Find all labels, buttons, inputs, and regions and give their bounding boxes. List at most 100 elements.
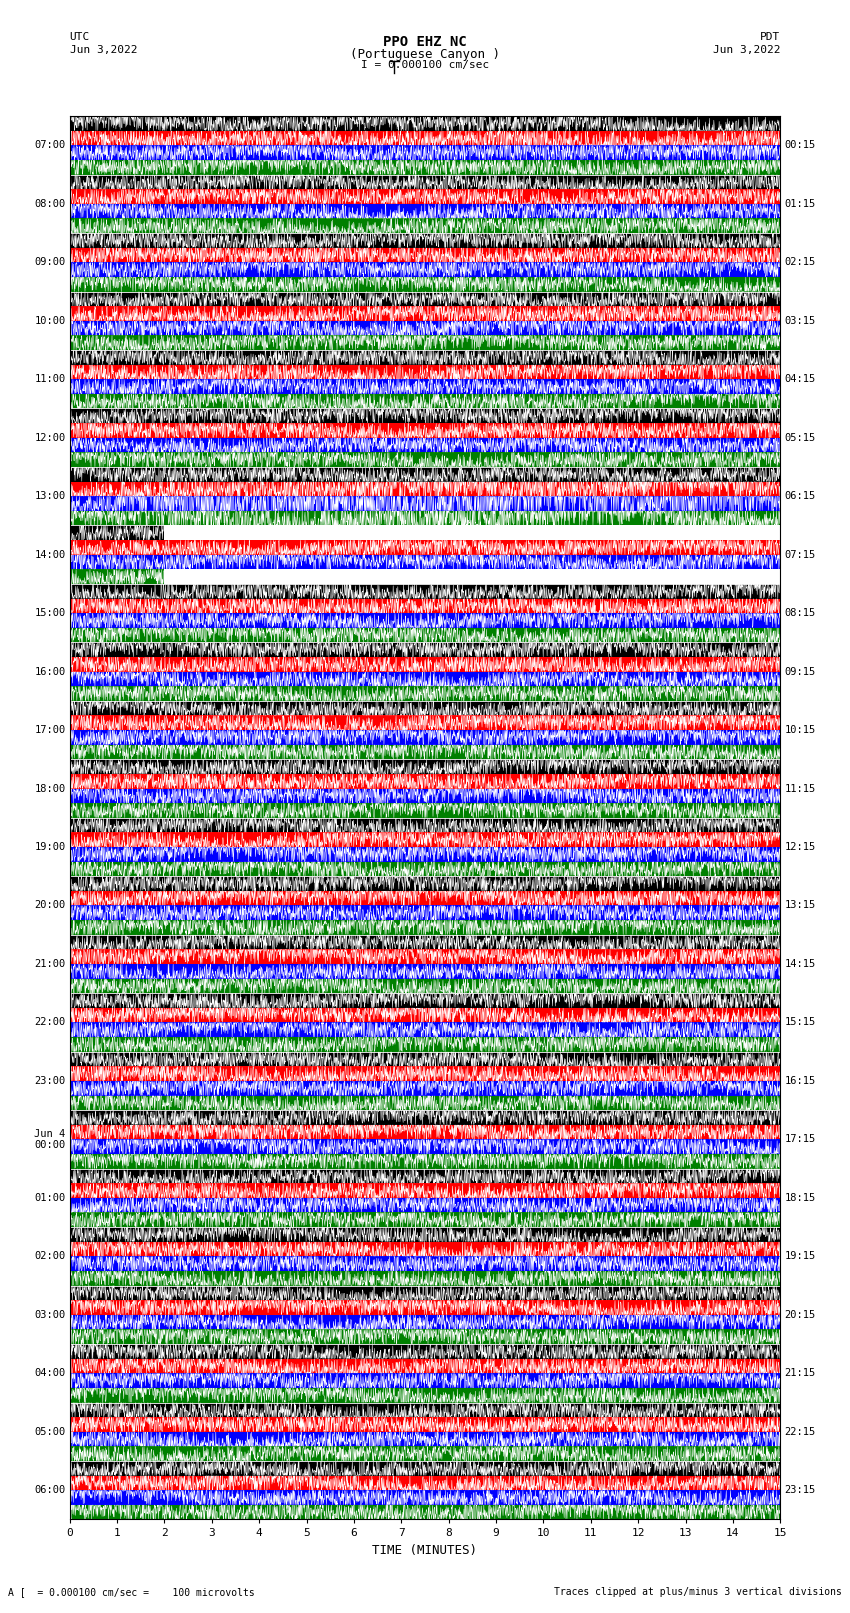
Text: PPO EHZ NC: PPO EHZ NC [383, 35, 467, 50]
Bar [70, 905, 780, 919]
Bar [70, 584, 780, 598]
Bar [70, 263, 780, 277]
Bar [70, 423, 780, 437]
Bar [70, 1066, 780, 1081]
Bar [70, 803, 780, 818]
Bar [164, 569, 780, 584]
Bar [70, 394, 780, 408]
Bar [70, 160, 780, 174]
Bar [70, 1110, 780, 1124]
Bar [70, 861, 780, 876]
Bar [70, 365, 780, 379]
Text: Jun 3,2022: Jun 3,2022 [70, 45, 137, 55]
Bar [70, 1447, 780, 1461]
Bar [70, 1315, 780, 1329]
Bar [70, 1418, 780, 1432]
Bar [70, 1505, 780, 1519]
Bar [70, 569, 780, 584]
Bar [70, 671, 780, 686]
Bar [70, 1271, 780, 1286]
Text: UTC: UTC [70, 32, 90, 42]
Bar [70, 379, 780, 394]
Bar [70, 1461, 780, 1476]
Bar [70, 965, 780, 979]
Bar [70, 350, 780, 365]
Bar [70, 452, 780, 468]
Bar [70, 656, 780, 671]
Bar [70, 950, 780, 965]
Bar [70, 890, 780, 905]
Bar [70, 1081, 780, 1095]
Bar [164, 526, 780, 540]
Bar [70, 482, 780, 497]
Bar [70, 1052, 780, 1066]
Bar [70, 234, 780, 248]
Bar [70, 497, 780, 511]
Bar [70, 1490, 780, 1505]
Bar [70, 248, 780, 263]
X-axis label: TIME (MINUTES): TIME (MINUTES) [372, 1544, 478, 1557]
Bar [70, 613, 780, 627]
Bar [70, 1184, 780, 1198]
Bar [70, 116, 780, 131]
Bar [70, 979, 780, 994]
Bar [70, 203, 780, 218]
Bar [70, 760, 780, 774]
Bar [70, 789, 780, 803]
Bar [70, 1257, 780, 1271]
Bar [70, 1476, 780, 1490]
Bar [70, 1153, 780, 1169]
Bar [70, 540, 780, 555]
Bar [70, 306, 780, 321]
Bar [70, 1227, 780, 1242]
Bar [70, 1403, 780, 1418]
Bar [70, 1286, 780, 1300]
Bar [70, 131, 780, 145]
Bar [70, 1198, 780, 1213]
Bar [70, 189, 780, 203]
Bar [70, 919, 780, 936]
Bar [70, 1344, 780, 1358]
Bar [70, 876, 780, 890]
Bar [70, 336, 780, 350]
Bar [70, 145, 780, 160]
Bar [70, 511, 780, 526]
Bar [70, 277, 780, 292]
Bar [70, 598, 780, 613]
Text: PDT: PDT [760, 32, 780, 42]
Bar [70, 1300, 780, 1315]
Bar [70, 526, 780, 540]
Bar [70, 994, 780, 1008]
Bar [70, 1432, 780, 1447]
Bar [70, 174, 780, 189]
Bar [70, 847, 780, 861]
Bar [70, 292, 780, 306]
Bar [70, 1387, 780, 1403]
Text: A [  = 0.000100 cm/sec =    100 microvolts: A [ = 0.000100 cm/sec = 100 microvolts [8, 1587, 255, 1597]
Bar [70, 1169, 780, 1184]
Bar [70, 1023, 780, 1037]
Text: (Portuguese Canyon ): (Portuguese Canyon ) [350, 48, 500, 61]
Bar [70, 1008, 780, 1023]
Bar [70, 437, 780, 452]
Bar [70, 218, 780, 234]
Bar [70, 774, 780, 789]
Bar [70, 1358, 780, 1373]
Bar [70, 468, 780, 482]
Bar [70, 1373, 780, 1387]
Bar [70, 716, 780, 731]
Bar [70, 1329, 780, 1344]
Bar [70, 936, 780, 950]
Text: Jun 3,2022: Jun 3,2022 [713, 45, 780, 55]
Bar [70, 686, 780, 702]
Bar [70, 1124, 780, 1139]
Text: I = 0.000100 cm/sec: I = 0.000100 cm/sec [361, 60, 489, 69]
Bar [70, 832, 780, 847]
Bar [70, 1213, 780, 1227]
Bar [70, 408, 780, 423]
Bar [70, 1139, 780, 1153]
Bar [70, 745, 780, 760]
Bar [70, 1095, 780, 1110]
Bar [70, 321, 780, 336]
Bar [70, 818, 780, 832]
